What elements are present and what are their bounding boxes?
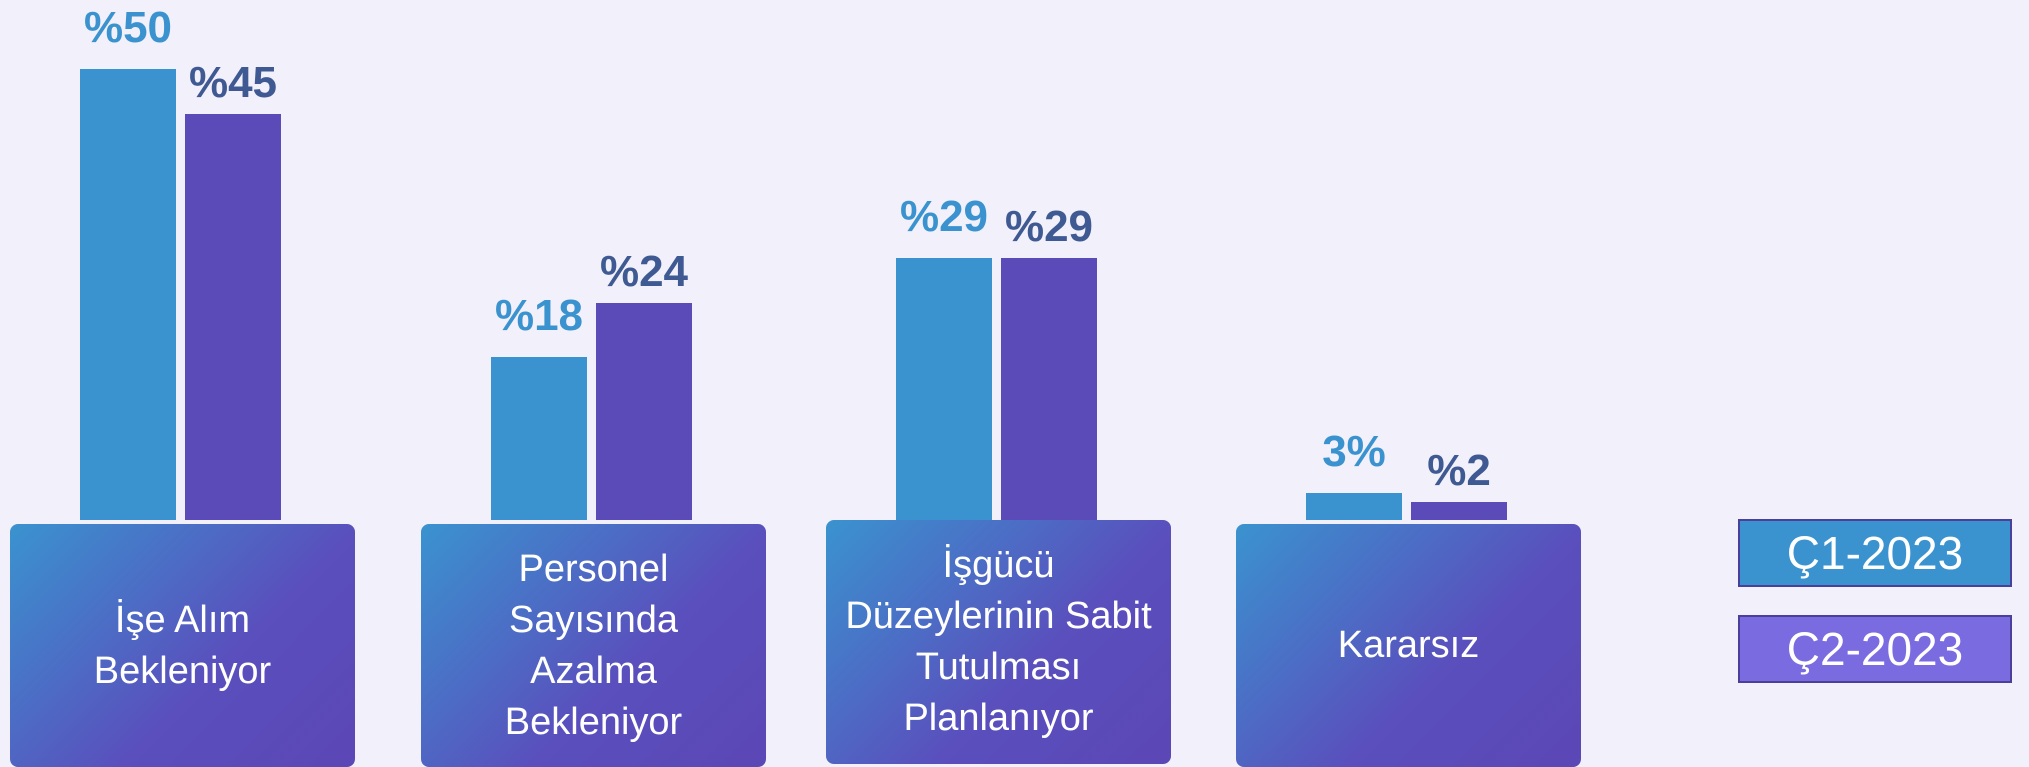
value-label: %24	[599, 247, 689, 297]
bar	[596, 303, 692, 520]
category-box: İşgücü Düzeylerinin Sabit Tutulması Plan…	[826, 520, 1171, 764]
category-label: Personel Sayısında Azalma Bekleniyor	[504, 547, 683, 743]
value-label: %18	[494, 291, 584, 341]
bar	[1306, 492, 1402, 520]
category-label: İşe Alım Bekleniyor	[93, 598, 272, 692]
bar	[896, 258, 992, 520]
bar	[1001, 258, 1097, 520]
value-label: %29	[899, 192, 989, 242]
category-label: Kararsız	[1337, 624, 1480, 666]
value-label: %45	[188, 57, 278, 107]
bar	[491, 357, 587, 520]
category-label: İşgücü Düzeylerinin Sabit Tutulması Plan…	[845, 544, 1152, 739]
legend-item: Ç2-2023	[1738, 615, 2012, 683]
bar	[80, 68, 176, 520]
value-label: 3%	[1322, 426, 1386, 476]
bar	[1411, 501, 1507, 520]
category-box: Kararsız	[1236, 524, 1581, 767]
value-label: %50	[83, 2, 173, 52]
legend-item: Ç1-2023	[1738, 519, 2012, 587]
value-label: %29	[1004, 202, 1094, 252]
bar	[185, 113, 281, 520]
category-box: İşe Alım Bekleniyor	[10, 524, 355, 767]
value-label: %2	[1427, 445, 1491, 495]
category-box: Personel Sayısında Azalma Bekleniyor	[421, 524, 766, 767]
